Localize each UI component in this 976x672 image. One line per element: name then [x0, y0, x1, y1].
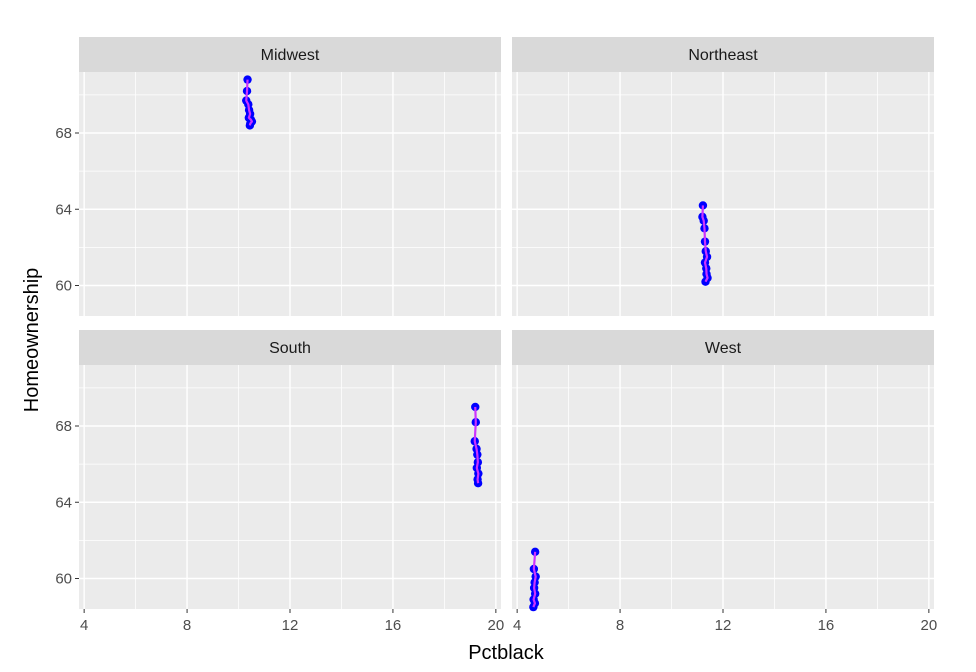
trend-line: [701, 205, 709, 283]
facet-panel-west: West: [512, 330, 934, 612]
x-tick-label: 16: [385, 617, 402, 634]
grid-lines: [79, 365, 501, 609]
y-tick-label: 60: [55, 278, 72, 295]
x-tick-label: 12: [715, 617, 732, 634]
y-tick-label: 60: [55, 571, 72, 588]
x-tick-label: 20: [921, 617, 938, 634]
facet-strip-label: Midwest: [261, 47, 320, 64]
trend-line: [245, 79, 254, 126]
facet-strip: [512, 37, 934, 72]
panels-layer: Midwest Northeast South West: [79, 37, 934, 612]
x-tick-label: 4: [80, 617, 88, 634]
x-axis-title: Pctblack: [468, 642, 545, 664]
facet-strip: [79, 37, 501, 72]
x-tick-label: 4: [513, 617, 521, 634]
data-point: [243, 75, 252, 84]
trend-line: [532, 551, 537, 608]
y-tick-label: 64: [55, 494, 72, 511]
x-tick-label: 16: [818, 617, 835, 634]
facet-panel-northeast: Northeast: [512, 37, 934, 316]
grid-lines: [512, 365, 934, 609]
facet-strip-label: South: [269, 340, 311, 357]
x-tick-label: 12: [282, 617, 299, 634]
x-tick-label: 8: [183, 617, 191, 634]
facet-panel-midwest: Midwest: [79, 37, 501, 316]
y-tick-label: 64: [55, 201, 72, 218]
trend-line: [473, 406, 480, 484]
y-tick-label: 68: [55, 125, 72, 142]
grid-lines: [79, 72, 501, 316]
x-tick-label: 8: [616, 617, 624, 634]
data-point: [245, 121, 255, 130]
data-point: [529, 602, 538, 612]
facet-strip: [79, 330, 501, 365]
data-point: [698, 201, 708, 210]
facet-strip: [512, 330, 934, 365]
y-tick-label: 68: [55, 418, 72, 435]
y-axis-title: Homeownership: [21, 268, 43, 413]
data-point: [471, 402, 480, 412]
facet-strip-label: Northeast: [688, 47, 758, 64]
facet-panel-south: South: [79, 330, 501, 609]
axes-layer: 60 64 68 60 64 68 4 8 12 16 20 4 8 12 16 20: [55, 125, 937, 634]
x-tick-label: 20: [488, 617, 505, 634]
facet-strip-label: West: [705, 340, 742, 357]
grid-lines: [512, 72, 934, 316]
